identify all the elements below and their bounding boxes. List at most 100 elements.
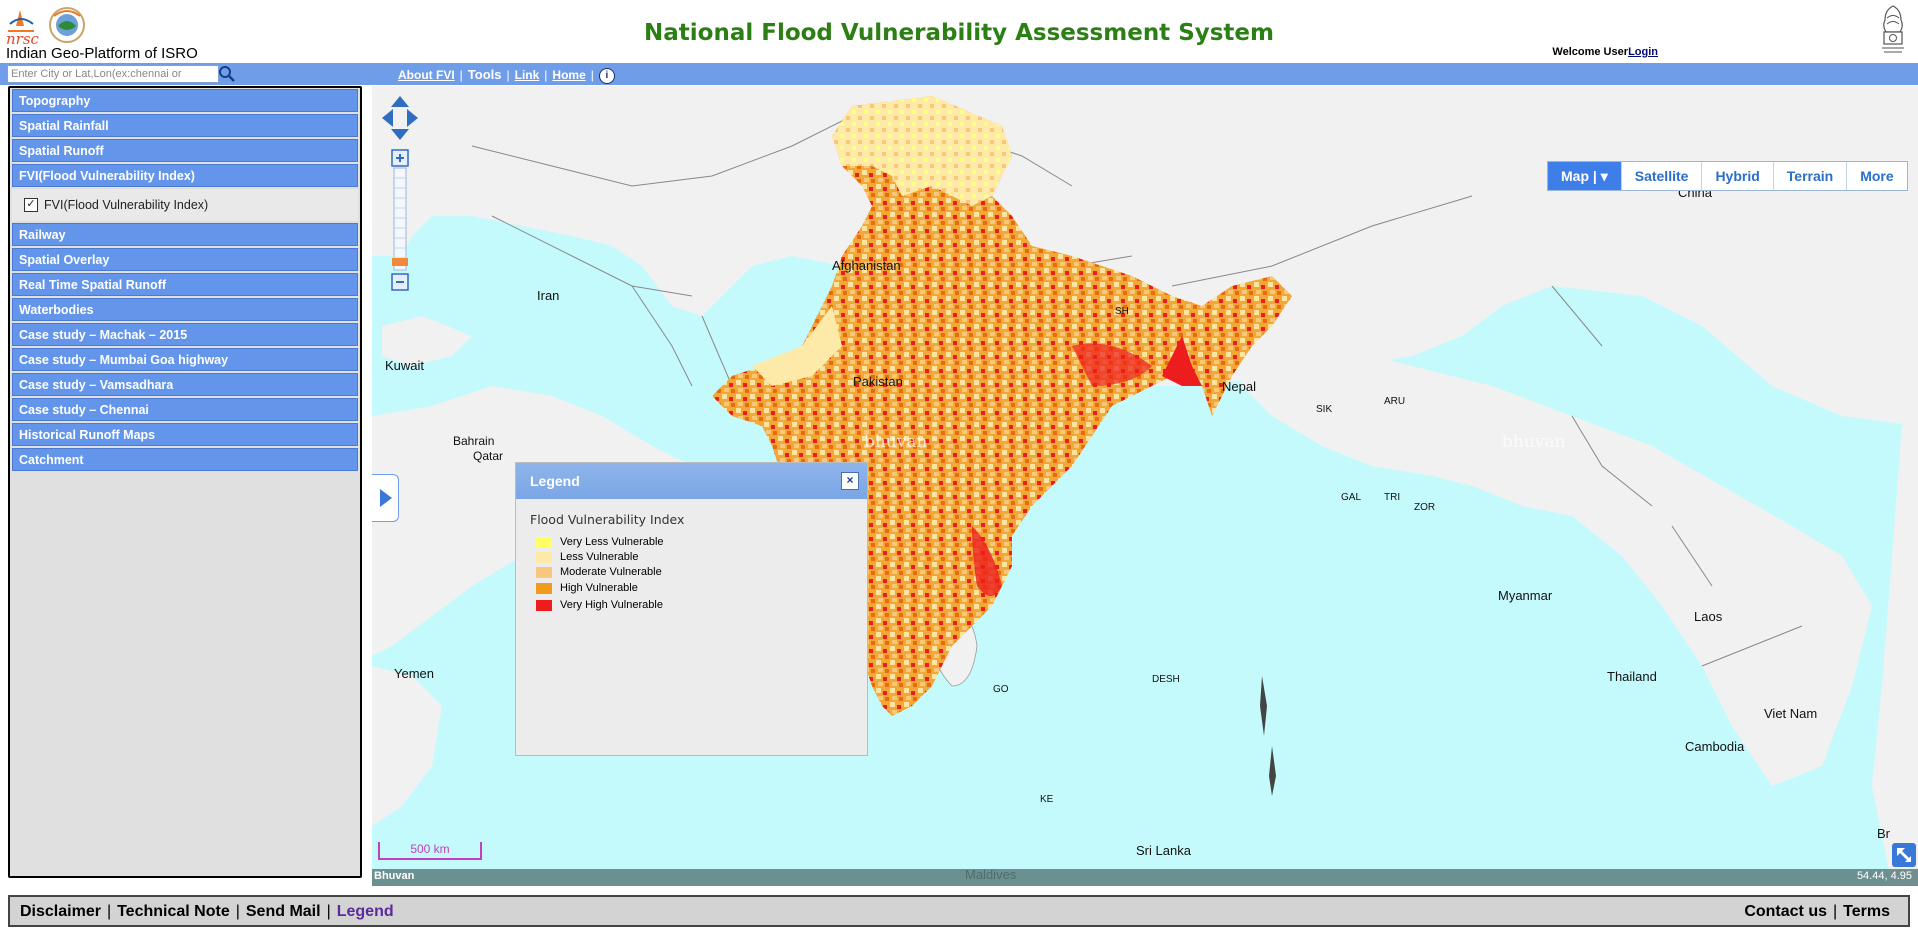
pan-left-icon[interactable] — [382, 109, 393, 127]
legend-header-title: Legend — [530, 473, 580, 489]
info-icon[interactable]: i — [598, 67, 615, 84]
isro-logo-icon — [8, 10, 34, 32]
map-type-more[interactable]: More — [1860, 168, 1894, 184]
nav-links: About FVI | Tools | Link | Home | i — [398, 67, 615, 84]
footer-send-mail-link[interactable]: Send Mail — [245, 903, 321, 920]
map-type-hybrid[interactable]: Hybrid — [1702, 162, 1774, 190]
legend-item: Moderate Vulnerable — [536, 566, 662, 578]
map-statusbar: Bhuvan 54.44, 4.95 — [372, 869, 1918, 886]
footer-right-links: Contact us | Terms — [1744, 903, 1890, 921]
fvi-layer-row: ✓ FVI(Flood Vulnerability Index) — [12, 189, 358, 221]
sidebar-item-spatial-overlay[interactable]: Spatial Overlay — [12, 248, 358, 271]
footer-contact-link[interactable]: Contact us — [1744, 903, 1827, 920]
chevron-down-icon: | ▾ — [1592, 168, 1608, 184]
sidebar-item-fvi[interactable]: FVI(Flood Vulnerability Index) — [12, 164, 358, 187]
legend-swatch — [536, 566, 552, 578]
sidebar-item-topography[interactable]: Topography — [12, 89, 358, 112]
footer-left-links: Disclaimer | Technical Note | Send Mail | Lege… — [20, 903, 394, 921]
national-emblem-icon — [1882, 5, 1904, 53]
legend-item-label: Very Less Vulnerable — [560, 536, 664, 548]
pan-down-icon[interactable] — [391, 129, 409, 140]
footer-separator: | — [235, 903, 240, 920]
statusbar-brand: Bhuvan — [374, 870, 415, 882]
nav-link[interactable]: Link — [514, 68, 540, 82]
nav-home[interactable]: Home — [552, 68, 586, 82]
search-input[interactable] — [7, 65, 219, 83]
nav-separator: | — [544, 68, 548, 82]
sidebar-item-case-chennai[interactable]: Case study – Chennai — [12, 398, 358, 421]
scale-label: 500 km — [410, 842, 450, 856]
panel-toggle-button[interactable] — [372, 474, 399, 522]
sidebar-item-spatial-runoff[interactable]: Spatial Runoff — [12, 139, 358, 162]
sidebar-item-historical-runoff[interactable]: Historical Runoff Maps — [12, 423, 358, 446]
page-title: National Flood Vulnerability Assessment … — [644, 20, 1274, 46]
footer-legend-link[interactable]: Legend — [336, 903, 394, 920]
search-icon[interactable] — [218, 65, 236, 83]
footer: Disclaimer | Technical Note | Send Mail | Lege… — [8, 895, 1910, 927]
footer-disclaimer-link[interactable]: Disclaimer — [20, 903, 101, 920]
zoom-slider-thumb[interactable] — [392, 258, 408, 266]
platform-name: Indian Geo-Platform of ISRO — [6, 45, 198, 62]
sidebar-item-real-time-runoff[interactable]: Real Time Spatial Runoff — [12, 273, 358, 296]
nrsc-logo-text: nrsc — [6, 30, 39, 48]
sidebar-item-catchment[interactable]: Catchment — [12, 448, 358, 471]
sidebar-item-case-machak[interactable]: Case study – Machak – 2015 — [12, 323, 358, 346]
top-navbar: About FVI | Tools | Link | Home | i — [0, 63, 1918, 85]
legend-header: Legend × — [516, 463, 867, 499]
fvi-layer-checkbox[interactable]: ✓ — [24, 198, 38, 212]
header: nrsc Indian Geo-Platform of ISRO Nationa… — [0, 0, 1918, 63]
legend-swatch — [536, 599, 552, 611]
map-canvas[interactable]: China Afghanistan Iran Pakistan Nepal Ku… — [372, 86, 1918, 886]
scale-bar: 500 km — [378, 842, 482, 860]
legend-swatch — [536, 582, 552, 594]
legend-item-label: Less Vulnerable — [560, 551, 639, 563]
legend-item: Very Less Vulnerable — [536, 536, 664, 548]
nav-separator: | — [590, 68, 594, 82]
footer-terms-link[interactable]: Terms — [1843, 903, 1890, 920]
bhuvan-watermark: bhuvan — [864, 432, 928, 452]
sidebar-item-spatial-rainfall[interactable]: Spatial Rainfall — [12, 114, 358, 137]
nav-tools[interactable]: Tools — [467, 67, 502, 82]
legend-item: High Vulnerable — [536, 582, 638, 594]
close-icon[interactable]: × — [841, 472, 859, 490]
map-type-switcher: Map | ▾ Satellite Hybrid Terrain More — [1547, 161, 1908, 191]
fvi-layer-label: FVI(Flood Vulnerability Index) — [44, 198, 209, 212]
footer-separator: | — [106, 903, 112, 920]
legend-item-label: Moderate Vulnerable — [560, 566, 662, 578]
bhuvan-watermark: bhuvan — [1502, 432, 1566, 452]
legend-item: Very High Vulnerable — [536, 599, 663, 611]
map-type-map-label: Map — [1561, 168, 1589, 184]
fullscreen-icon[interactable] — [1892, 843, 1916, 867]
map-type-satellite[interactable]: Satellite — [1622, 162, 1703, 190]
cursor-coordinates: 54.44, 4.95 — [1856, 870, 1912, 882]
map-type-map[interactable]: Map | ▾ — [1548, 162, 1622, 190]
nav-separator: | — [506, 68, 510, 82]
nav-about-fvi[interactable]: About FVI — [398, 68, 455, 82]
legend-item-label: High Vulnerable — [560, 582, 638, 594]
sidebar-item-railway[interactable]: Railway — [12, 223, 358, 246]
pan-right-icon[interactable] — [407, 109, 418, 127]
play-arrow-icon — [380, 489, 392, 507]
legend-swatch — [536, 551, 552, 563]
layer-accordion: Topography Spatial Rainfall Spatial Runo… — [12, 89, 358, 471]
legend-panel: Legend × Flood Vulnerability Index Very … — [515, 462, 868, 756]
bhuvan-logo-icon — [49, 7, 85, 43]
login-link[interactable]: Login — [1628, 46, 1658, 58]
footer-separator: | — [326, 903, 331, 920]
footer-technical-note-link[interactable]: Technical Note — [117, 903, 230, 920]
pan-zoom-control — [382, 96, 418, 291]
legend-title: Flood Vulnerability Index — [530, 512, 685, 527]
nav-separator: | — [459, 68, 463, 82]
pan-up-icon[interactable] — [391, 96, 409, 107]
map-type-terrain[interactable]: Terrain — [1774, 162, 1848, 190]
legend-item-label: Very High Vulnerable — [560, 599, 663, 611]
zoom-slider-track[interactable] — [393, 167, 407, 271]
footer-separator: | — [1833, 903, 1838, 920]
sidebar-item-case-vamsadhara[interactable]: Case study – Vamsadhara — [12, 373, 358, 396]
sidebar-item-case-mumbai-goa[interactable]: Case study – Mumbai Goa highway — [12, 348, 358, 371]
layers-sidebar: Topography Spatial Rainfall Spatial Runo… — [8, 86, 362, 878]
legend-swatch — [536, 536, 552, 548]
legend-item: Less Vulnerable — [536, 551, 638, 563]
welcome-text: Welcome User — [1552, 46, 1628, 58]
sidebar-item-waterbodies[interactable]: Waterbodies — [12, 298, 358, 321]
